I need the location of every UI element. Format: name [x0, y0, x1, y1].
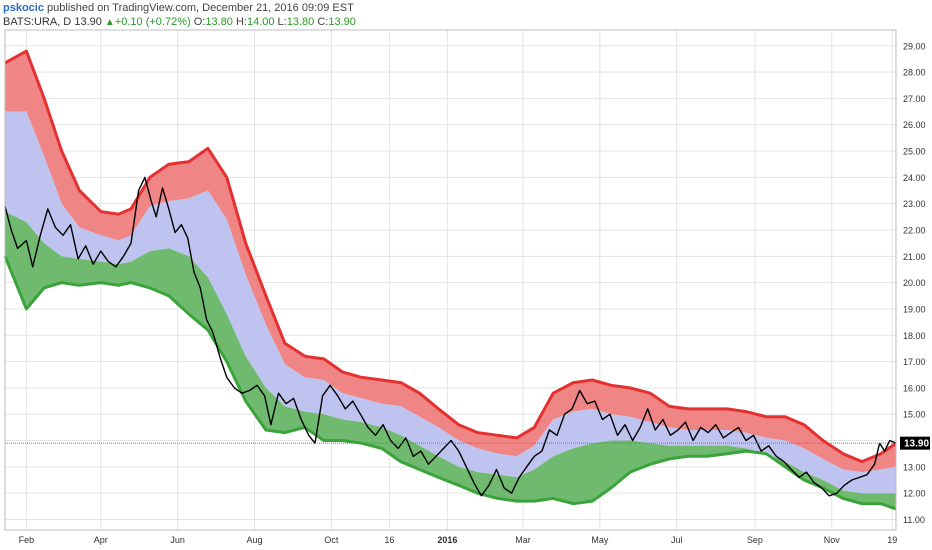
lower-band-line — [3, 255, 897, 511]
band-fills — [5, 51, 896, 509]
published-text: published on TradingView.com, December 2… — [47, 2, 354, 14]
y-tick-label: 18.00 — [903, 331, 926, 341]
publish-info: pskocic published on TradingView.com, De… — [3, 2, 354, 14]
x-tick-label: Oct — [324, 535, 339, 545]
x-tick-label: Feb — [19, 535, 35, 545]
low-label: L: — [277, 16, 287, 28]
price-change: +0.10 (+0.72%) — [114, 16, 191, 28]
x-tick-label: May — [591, 535, 609, 545]
symbol-legend: BATS:URA, D 13.90 ▲+0.10 (+0.72%) O:13.8… — [3, 16, 356, 28]
y-axis[interactable]: 11.0012.0013.0014.0015.0016.0017.0018.00… — [903, 41, 926, 525]
y-tick-label: 27.00 — [903, 94, 926, 104]
price-tag-bg — [900, 436, 930, 450]
x-tick-label: Aug — [247, 535, 263, 545]
x-tick-label: 19 — [887, 535, 897, 545]
y-tick-label: 29.00 — [903, 41, 926, 51]
symbol-name[interactable]: BATS:URA, D — [3, 16, 72, 28]
x-tick-label: 2016 — [437, 535, 457, 545]
middle-band-area — [5, 111, 896, 494]
last-price: 13.90 — [74, 16, 102, 28]
y-tick-label: 17.00 — [903, 357, 926, 367]
y-tick-label: 13.00 — [903, 462, 926, 472]
high-value: 14.00 — [246, 16, 275, 28]
low-value: 13.80 — [286, 16, 315, 28]
x-tick-label: Nov — [824, 535, 841, 545]
open-label: O: — [193, 16, 206, 28]
x-tick-label: 16 — [384, 535, 394, 545]
y-tick-label: 22.00 — [903, 226, 926, 236]
triangle-up-icon: ▲ — [104, 17, 115, 28]
price-series-line — [4, 176, 897, 497]
x-tick-label: Apr — [94, 535, 108, 545]
plot-frame — [4, 29, 897, 531]
lower-band-area — [5, 211, 896, 509]
y-tick-label: 28.00 — [903, 68, 926, 78]
band-lines — [3, 49, 897, 511]
close-label: C: — [317, 16, 329, 28]
y-tick-label: 19.00 — [903, 304, 926, 314]
close-value: 13.90 — [328, 16, 356, 28]
y-tick-label: 12.00 — [903, 489, 926, 499]
y-tick-label: 26.00 — [903, 120, 926, 130]
y-tick-label: 24.00 — [903, 173, 926, 183]
price-tag: 13.90 — [900, 436, 930, 450]
x-tick-label: Jul — [671, 535, 683, 545]
upper-band-area — [5, 51, 896, 473]
y-tick-label: 16.00 — [903, 383, 926, 393]
y-tick-label: 20.00 — [903, 278, 926, 288]
open-value: 13.80 — [205, 16, 233, 28]
author-link[interactable]: pskocic — [3, 2, 44, 14]
price-tag-label: 13.90 — [904, 439, 929, 450]
x-tick-label: Mar — [515, 535, 531, 545]
y-tick-label: 23.00 — [903, 199, 926, 209]
x-tick-label: Sep — [747, 535, 763, 545]
y-tick-label: 11.00 — [903, 515, 925, 525]
y-tick-label: 15.00 — [903, 410, 926, 420]
x-tick-label: Jun — [170, 535, 185, 545]
x-axis[interactable]: Feb Apr Jun Aug Oct 16 2016 Mar May Jul Sep Nov 19 — [19, 535, 898, 545]
high-label: H: — [235, 16, 247, 28]
y-tick-label: 21.00 — [903, 252, 926, 262]
y-tick-label: 25.00 — [903, 147, 926, 157]
